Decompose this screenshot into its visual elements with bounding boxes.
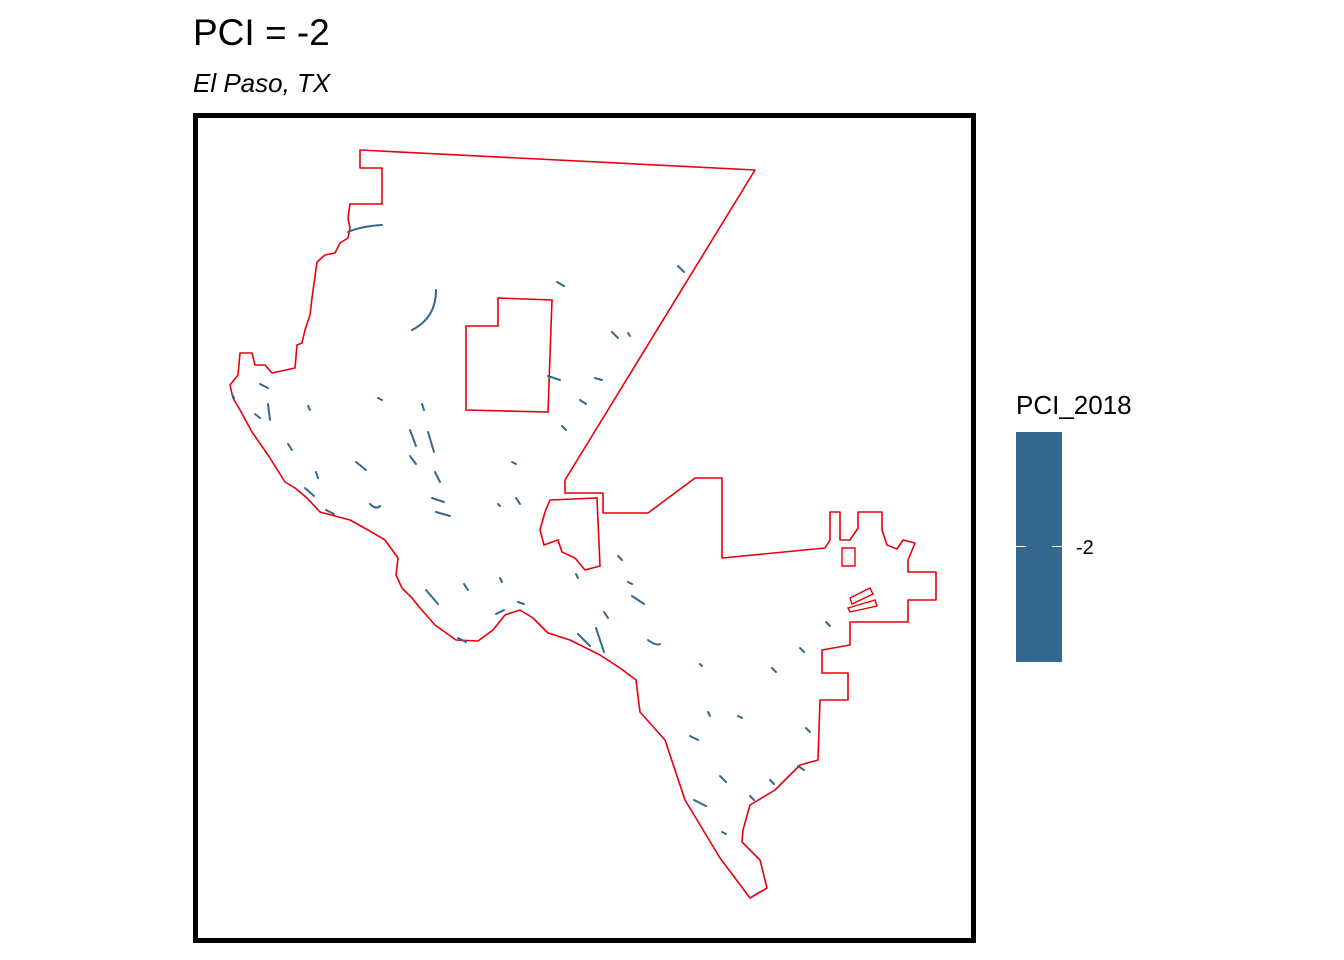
road-segment: [355, 461, 367, 471]
road-segment: [431, 497, 445, 503]
road-segment: [627, 332, 631, 337]
road-segment: [315, 471, 319, 479]
road-segment: [369, 503, 381, 509]
road-segment: [556, 281, 565, 287]
road-segment: [307, 405, 311, 411]
road-segment: [435, 511, 451, 517]
road-segment: [797, 765, 805, 771]
road-segment: [434, 471, 441, 483]
road-segment: [517, 601, 525, 605]
road-segment: [231, 393, 235, 399]
road-segment: [495, 609, 505, 615]
road-segment: [799, 647, 805, 653]
map-subtitle: El Paso, TX: [193, 68, 331, 98]
road-segment: [325, 509, 335, 515]
city-boundary: [229, 149, 937, 899]
road-segment: [707, 711, 711, 717]
road-segment: [511, 461, 517, 465]
road-segment: [631, 595, 645, 605]
road-segment: [463, 583, 469, 591]
boundary-hole-north: [465, 297, 553, 413]
road-segment: [259, 383, 269, 389]
road-segment: [771, 667, 777, 673]
road-segment: [594, 377, 603, 381]
road-segment: [409, 429, 417, 447]
road-segment: [689, 735, 699, 741]
legend-color-bar: [1016, 432, 1062, 662]
road-segment: [421, 403, 425, 411]
road-segment: [254, 413, 261, 419]
road-segment: [749, 795, 755, 801]
road-segment: [825, 621, 831, 627]
boundary-hole-east-1: [841, 547, 856, 567]
road-segment: [617, 555, 623, 561]
road-segment: [497, 503, 501, 507]
boundary-hole-east-3: [847, 599, 878, 613]
road-segment: [805, 727, 811, 733]
boundary-hole-central: [539, 497, 601, 571]
road-segment: [457, 637, 467, 643]
road-segment: [425, 589, 439, 605]
road-segment: [769, 779, 775, 785]
road-segment: [347, 224, 383, 233]
road-segment: [377, 397, 383, 401]
road-segment: [719, 775, 727, 783]
road-segment: [693, 799, 707, 807]
road-segment: [561, 425, 567, 431]
road-segment: [547, 375, 561, 381]
legend-tick: [1016, 546, 1026, 547]
road-segment: [427, 431, 435, 453]
road-segment: [579, 399, 587, 405]
road-segment: [721, 831, 727, 835]
road-segment: [515, 497, 521, 505]
map-panel: [193, 113, 976, 943]
road-segments: [231, 224, 831, 835]
road-segment: [647, 639, 661, 646]
road-segment: [595, 627, 605, 653]
boundary-hole-east-2: [849, 587, 874, 605]
road-segment: [409, 455, 417, 465]
road-segment: [411, 289, 437, 331]
road-segment: [499, 577, 503, 583]
road-segment: [611, 331, 619, 339]
road-segment: [304, 487, 315, 497]
road-segment: [575, 573, 579, 579]
map-title: PCI = -2: [193, 12, 330, 53]
legend-tick: [1052, 546, 1062, 547]
legend-title: PCI_2018: [1016, 390, 1132, 420]
road-segment: [287, 443, 293, 451]
road-segment: [677, 265, 685, 273]
road-segment: [603, 611, 609, 619]
road-segment: [627, 581, 633, 585]
road-segment: [737, 715, 743, 719]
legend-label: -2: [1076, 537, 1094, 559]
road-segment: [699, 663, 703, 667]
road-segment: [267, 403, 271, 421]
map-canvas: [229, 149, 937, 899]
road-segment: [577, 633, 591, 647]
